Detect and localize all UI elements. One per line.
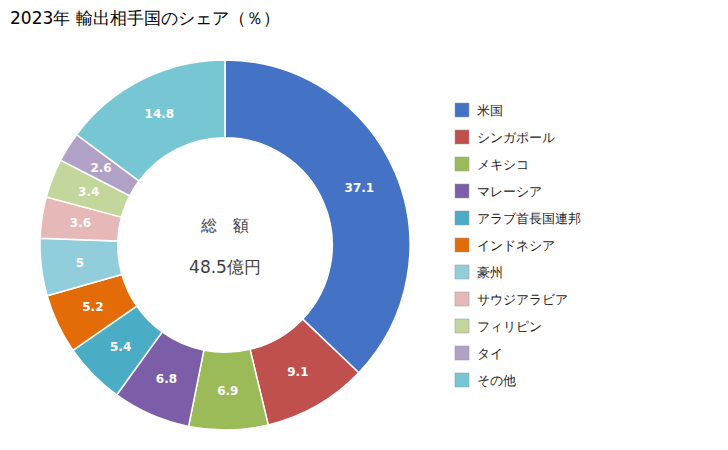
legend-swatch <box>455 373 469 387</box>
legend-item: その他 <box>455 373 516 388</box>
legend-label: インドネシア <box>477 238 555 253</box>
data-label: 5.2 <box>82 300 103 314</box>
legend-label: その他 <box>477 373 516 388</box>
data-label: 6.8 <box>156 372 177 386</box>
data-label: 2.6 <box>90 161 111 175</box>
legend-swatch <box>455 130 469 144</box>
slice <box>225 60 410 373</box>
legend-item: シンガポール <box>455 130 555 145</box>
slice <box>77 60 225 181</box>
legend-swatch <box>455 211 469 225</box>
legend-swatch <box>455 103 469 117</box>
legend-swatch <box>455 265 469 279</box>
legend-item: アラブ首長国連邦 <box>455 211 581 226</box>
legend-item: メキシコ <box>455 157 529 172</box>
legend-label: メキシコ <box>477 157 529 172</box>
data-label: 3.6 <box>70 216 91 230</box>
pie: 37.1 9.1 6.9 6.8 5.4 5.2 5 3.6 3.4 2.6 14.8 総 額 48.5… <box>40 60 410 430</box>
legend-label: シンガポール <box>477 130 555 145</box>
legend-item: タイ <box>455 346 503 361</box>
legend-item: 米国 <box>455 103 503 118</box>
data-label: 6.9 <box>217 384 238 398</box>
legend-item: インドネシア <box>455 238 555 253</box>
data-label: 5 <box>76 256 84 270</box>
data-label: 3.4 <box>78 185 99 199</box>
legend-label: アラブ首長国連邦 <box>477 211 581 226</box>
legend-label: フィリピン <box>477 319 542 334</box>
slice <box>40 238 122 296</box>
legend-label: マレーシア <box>477 184 542 199</box>
legend-swatch <box>455 238 469 252</box>
data-label: 37.1 <box>345 181 375 195</box>
data-label: 14.8 <box>145 107 175 121</box>
legend-swatch <box>455 319 469 333</box>
legend-label: 豪州 <box>477 265 503 280</box>
legend-item: マレーシア <box>455 184 542 199</box>
legend-item: サウジアラビア <box>455 292 568 307</box>
legend-swatch <box>455 157 469 171</box>
title: 2023年 輸出相手国のシェア（％） <box>10 8 280 28</box>
legend-label: サウジアラビア <box>477 292 568 307</box>
legend: 米国シンガポールメキシコマレーシアアラブ首長国連邦インドネシア豪州サウジアラビア… <box>455 103 581 388</box>
center-label: 48.5億円 <box>189 257 261 277</box>
legend-swatch <box>455 184 469 198</box>
legend-label: 米国 <box>477 103 503 118</box>
slice <box>250 319 359 425</box>
center-label: 総 額 <box>200 216 249 235</box>
legend-item: フィリピン <box>455 319 542 334</box>
legend-label: タイ <box>477 346 503 361</box>
data-label: 5.4 <box>110 340 131 354</box>
chart: 2023年 輸出相手国のシェア（％） 37.1 9.1 6.9 6.8 5.4 5.2 5 3.… <box>0 0 728 450</box>
legend-swatch <box>455 346 469 360</box>
legend-swatch <box>455 292 469 306</box>
legend-item: 豪州 <box>455 265 503 280</box>
data-label: 9.1 <box>287 365 308 379</box>
